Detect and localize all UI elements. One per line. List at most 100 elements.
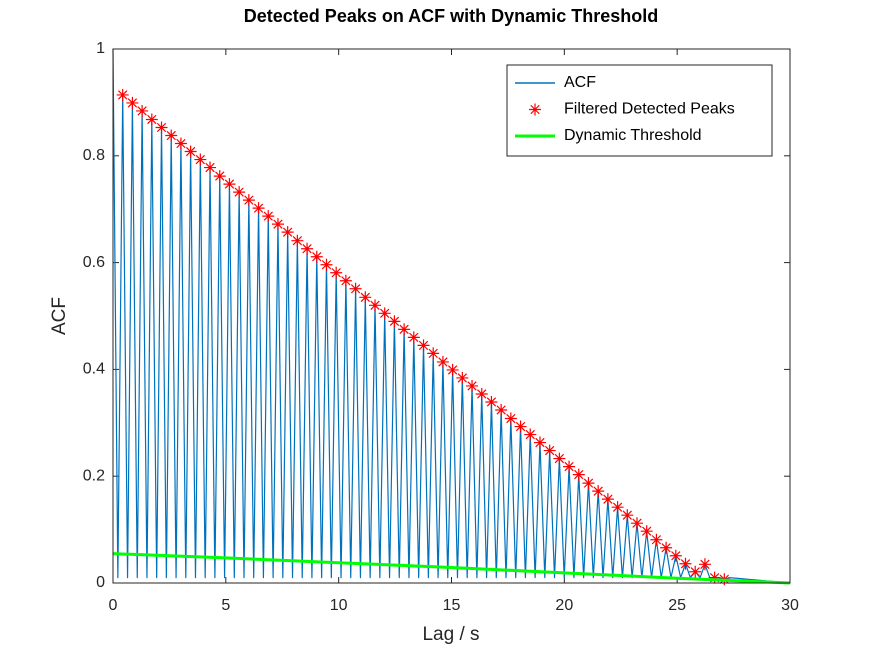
peak-marker: [155, 121, 168, 134]
y-tick-label: 0.6: [83, 254, 105, 271]
peak-marker: [601, 493, 614, 506]
marker-shape: [271, 218, 284, 231]
marker-shape: [116, 88, 129, 101]
marker-shape: [126, 96, 139, 109]
marker-shape: [553, 452, 566, 465]
legend-label: Filtered Detected Peaks: [564, 101, 735, 118]
marker-shape: [669, 549, 682, 562]
marker-shape: [378, 307, 391, 320]
marker-shape: [466, 379, 479, 392]
peak-marker: [650, 533, 663, 546]
legend-marker: [529, 103, 541, 116]
marker-shape: [708, 571, 721, 584]
marker-shape: [359, 291, 372, 304]
peak-marker: [136, 104, 149, 117]
marker-shape: [349, 282, 362, 295]
peak-marker: [456, 371, 469, 384]
peak-marker: [572, 468, 585, 481]
marker-shape: [601, 493, 614, 506]
peak-marker: [427, 347, 440, 360]
peak-marker: [223, 178, 236, 191]
marker-shape: [621, 509, 634, 522]
marker-shape: [204, 161, 217, 174]
marker-shape: [417, 339, 430, 352]
peak-marker: [407, 331, 420, 344]
x-tick-label: 10: [330, 597, 348, 614]
marker-shape: [223, 178, 236, 191]
marker-shape: [475, 387, 488, 400]
marker-shape: [436, 355, 449, 368]
peak-marker: [262, 210, 275, 223]
x-tick-label: 15: [443, 597, 461, 614]
legend-label: ACF: [564, 74, 596, 91]
peak-marker: [485, 395, 498, 408]
x-tick-label: 30: [781, 597, 799, 614]
peak-marker: [378, 307, 391, 320]
peak-marker: [281, 226, 294, 239]
marker-shape: [398, 323, 411, 336]
peak-marker: [621, 509, 634, 522]
peak-marker: [698, 558, 711, 571]
marker-shape: [388, 315, 401, 328]
peak-marker: [184, 145, 197, 158]
marker-shape: [495, 403, 508, 416]
x-tick-label: 25: [668, 597, 686, 614]
legend-label: Dynamic Threshold: [564, 127, 702, 144]
peak-marker: [213, 170, 226, 183]
marker-shape: [174, 137, 187, 150]
marker-shape: [679, 557, 692, 570]
peak-marker: [553, 452, 566, 465]
peak-marker: [563, 460, 576, 473]
marker-shape: [485, 395, 498, 408]
marker-shape: [339, 274, 352, 287]
marker-shape: [582, 477, 595, 490]
marker-shape: [650, 533, 663, 546]
y-tick-label: 0.8: [83, 147, 105, 164]
marker-shape: [184, 145, 197, 158]
peak-marker: [388, 315, 401, 328]
peak-marker: [116, 88, 129, 101]
peak-marker: [504, 412, 517, 425]
peak-marker: [495, 403, 508, 416]
peak-marker: [145, 113, 158, 126]
peak-marker: [630, 517, 643, 530]
peak-marker: [126, 96, 139, 109]
marker-shape: [660, 541, 673, 554]
peak-marker: [524, 428, 537, 441]
series-line: [112, 552, 791, 585]
marker-shape: [310, 250, 323, 263]
y-tick-label: 0: [96, 574, 105, 591]
marker-shape: [262, 210, 275, 223]
peak-marker: [165, 129, 178, 142]
peak-marker: [330, 266, 343, 279]
peak-marker: [466, 379, 479, 392]
marker-shape: [233, 186, 246, 199]
marker-shape: [689, 565, 702, 578]
peak-marker: [708, 571, 721, 584]
y-axis-label: ACF: [49, 297, 70, 335]
marker-shape: [640, 525, 653, 538]
marker-shape: [165, 129, 178, 142]
marker-shape: [291, 234, 304, 247]
marker-shape: [592, 485, 605, 498]
marker-shape: [446, 363, 459, 376]
marker-shape: [252, 202, 265, 215]
marker-shape: [504, 412, 517, 425]
peak-marker: [611, 501, 624, 514]
peak-marker: [301, 242, 314, 255]
peak-marker: [533, 436, 546, 449]
peak-marker: [349, 282, 362, 295]
marker-shape: [524, 428, 537, 441]
marker-shape: [155, 121, 168, 134]
marker-shape: [698, 558, 711, 571]
peak-marker: [368, 299, 381, 312]
peak-marker: [252, 202, 265, 215]
marker-shape: [427, 347, 440, 360]
chart-title: Detected Peaks on ACF with Dynamic Thres…: [244, 6, 658, 26]
marker-shape: [514, 420, 527, 433]
peak-marker: [359, 291, 372, 304]
marker-shape: [213, 170, 226, 183]
x-tick-label: 0: [109, 597, 118, 614]
